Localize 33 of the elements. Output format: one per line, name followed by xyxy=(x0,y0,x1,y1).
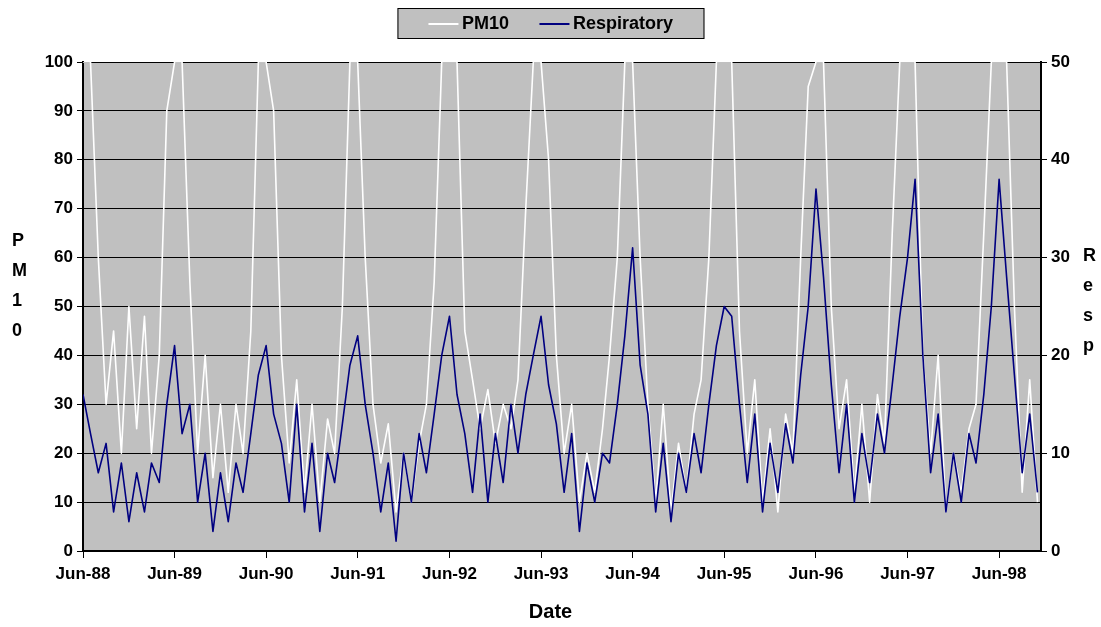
y-tick-label: 60 xyxy=(54,247,73,267)
x-tick-label: Jun-97 xyxy=(880,563,935,583)
y-tick-label: 50 xyxy=(54,296,73,316)
y2-tick-label: 40 xyxy=(1051,149,1070,169)
x-tick-label: Jun-91 xyxy=(330,563,386,583)
y2-tick-label: 20 xyxy=(1051,345,1070,365)
y-tick-label: 30 xyxy=(54,393,73,413)
y-tick-label: 70 xyxy=(54,198,73,218)
x-tick-label: Jun-95 xyxy=(696,563,752,583)
x-tick-label: Jun-96 xyxy=(788,563,844,583)
legend-label: Respiratory xyxy=(572,13,674,34)
y-tick-label: 10 xyxy=(54,491,73,511)
x-tick-label: Jun-98 xyxy=(971,563,1027,583)
y2-tick-label: 10 xyxy=(1051,442,1070,462)
y2-tick-label: 50 xyxy=(1051,51,1070,71)
y-tick-label: 100 xyxy=(44,51,73,71)
y2-tick-label: 0 xyxy=(1051,540,1061,560)
y-tick-label: 0 xyxy=(63,540,73,560)
y2-tick-label: 30 xyxy=(1051,247,1070,267)
legend-label: PM10 xyxy=(461,13,509,34)
x-tick-label: Jun-89 xyxy=(147,563,202,583)
y-tick-label: 40 xyxy=(54,345,73,365)
y-axis-title: PM10 xyxy=(12,229,27,342)
x-tick-label: Jun-92 xyxy=(422,563,477,583)
y2-axis-title: Resp xyxy=(1083,244,1096,357)
x-tick-label: Jun-90 xyxy=(238,563,294,583)
x-tick-label: Jun-94 xyxy=(605,563,661,583)
x-tick-label: Jun-88 xyxy=(55,563,111,583)
y-tick-label: 20 xyxy=(54,442,73,462)
y-tick-label: 90 xyxy=(54,100,73,120)
y-tick-label: 80 xyxy=(54,149,73,169)
x-tick-label: Jun-93 xyxy=(513,563,569,583)
x-axis-title: Date xyxy=(527,600,574,623)
